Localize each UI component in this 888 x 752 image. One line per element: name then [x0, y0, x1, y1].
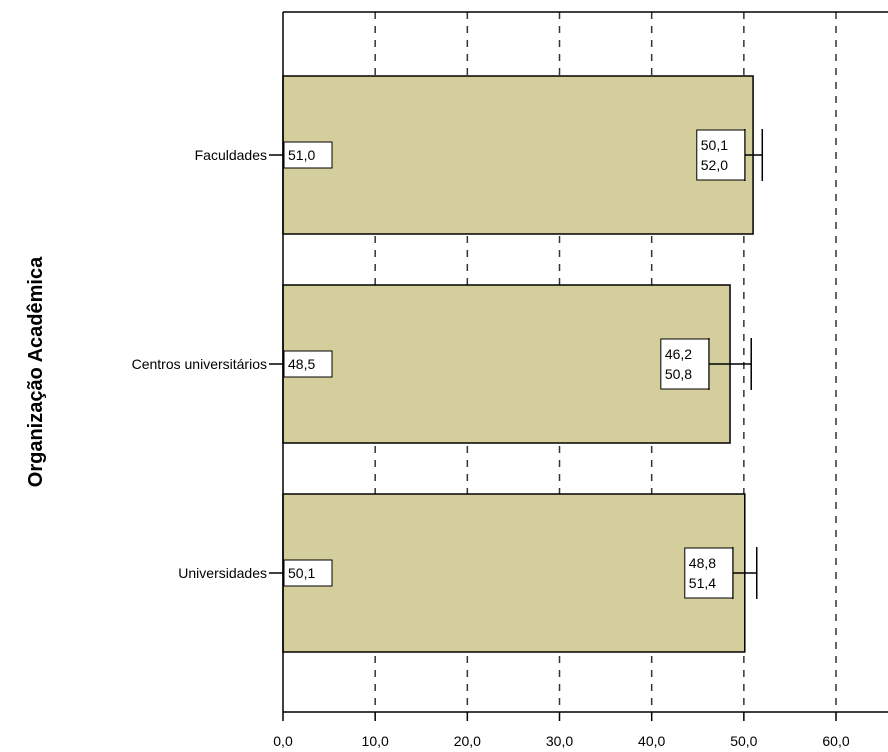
category-label-0: Faculdades	[195, 147, 267, 163]
ci-label-box-0	[696, 129, 746, 181]
x-tick-label-50: 50,0	[730, 733, 757, 749]
bars	[282, 75, 764, 653]
value-label-box-0	[283, 141, 333, 169]
ci-high-label-0: 52,0	[701, 157, 728, 173]
value-label-box-2	[283, 559, 333, 587]
ci-label-box-1	[660, 338, 710, 390]
labels: Faculdades 51,0 50,1 52,0 Centros universitá…	[132, 129, 850, 749]
x-tick-label-30: 30,0	[546, 733, 573, 749]
ci-label-box-2	[684, 547, 734, 599]
x-tick-label-10: 10,0	[362, 733, 389, 749]
value-label-box-1	[283, 350, 333, 378]
category-label-1: Centros universitários	[132, 356, 267, 372]
bar-1	[282, 284, 731, 444]
bar-2	[282, 493, 746, 653]
value-label-0: 51,0	[288, 147, 315, 163]
ci-low-label-1: 46,2	[665, 346, 692, 362]
x-tick-label-20: 20,0	[454, 733, 481, 749]
y-axis-title: Organização Acadêmica	[25, 256, 47, 487]
x-tick-label-0: 0,0	[273, 733, 293, 749]
ci-low-label-0: 50,1	[701, 137, 728, 153]
x-tick-label-40: 40,0	[638, 733, 665, 749]
ci-low-label-2: 48,8	[689, 555, 716, 571]
axes	[269, 11, 888, 721]
x-tick-label-60: 60,0	[822, 733, 849, 749]
category-label-2: Universidades	[178, 565, 267, 581]
bar-0	[282, 75, 754, 235]
value-label-1: 48,5	[288, 356, 315, 372]
value-label-2: 50,1	[288, 565, 315, 581]
ci-high-label-2: 51,4	[689, 575, 716, 591]
ci-high-label-1: 50,8	[665, 366, 692, 382]
